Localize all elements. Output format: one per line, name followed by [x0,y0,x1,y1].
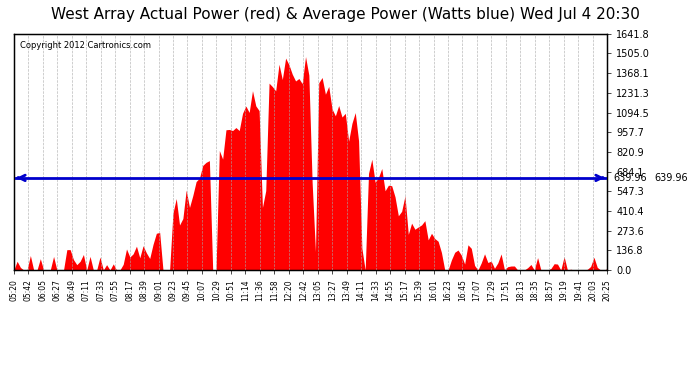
Text: West Array Actual Power (red) & Average Power (Watts blue) Wed Jul 4 20:30: West Array Actual Power (red) & Average … [50,8,640,22]
Text: 639.96: 639.96 [613,173,647,183]
Text: 639.96: 639.96 [655,173,689,183]
Text: Copyright 2012 Cartronics.com: Copyright 2012 Cartronics.com [20,41,150,50]
